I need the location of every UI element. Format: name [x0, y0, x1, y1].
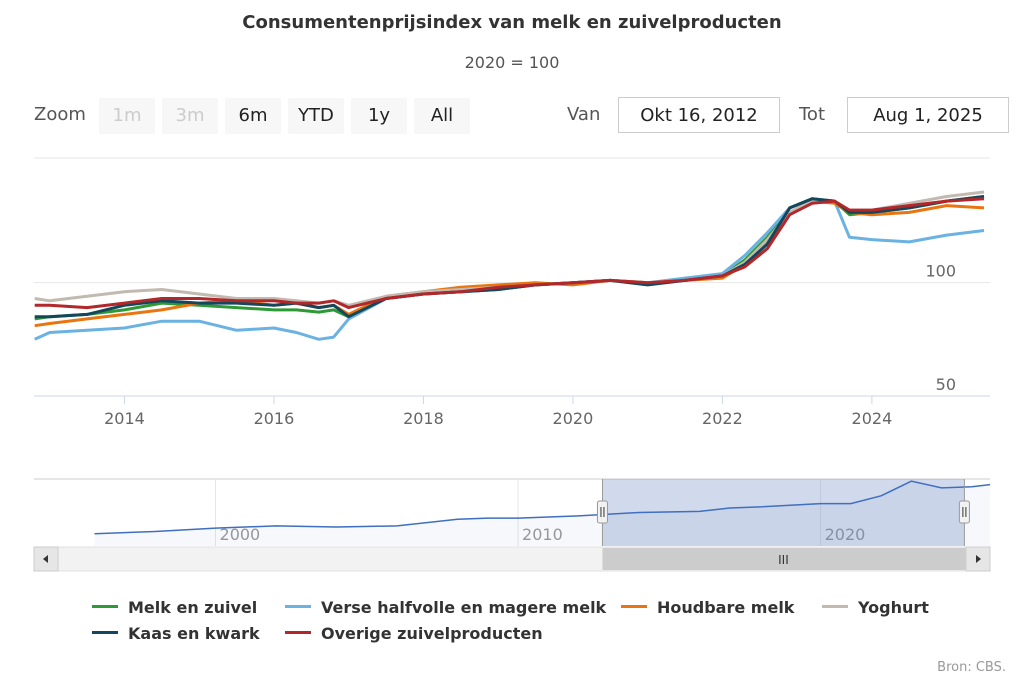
zoom-3m-button[interactable]: 3m: [162, 98, 218, 134]
legend-item-melk-en-zuivel[interactable]: Melk en zuivel: [92, 597, 257, 619]
navigator-right-handle[interactable]: [958, 500, 970, 524]
range-from-input[interactable]: Okt 16, 2012: [618, 97, 780, 133]
legend-item-verse-halfvolle-melk[interactable]: Verse halfvolle en magere melk: [285, 597, 606, 619]
legend-label: Overige zuivelproducten: [321, 624, 543, 643]
legend-item-houdbare-melk[interactable]: Houdbare melk: [621, 597, 794, 619]
zoom-label: Zoom: [34, 104, 86, 125]
scrollbar-thumb[interactable]: [602, 548, 966, 570]
zoom-6m-button[interactable]: 6m: [225, 98, 281, 134]
zoom-1y-button[interactable]: 1y: [351, 98, 407, 134]
range-to-label: Tot: [799, 104, 826, 125]
navigator-series-line: [94, 480, 991, 535]
legend-swatch: [92, 631, 118, 634]
legend-swatch: [285, 631, 311, 634]
legend-item-yoghurt[interactable]: Yoghurt: [822, 597, 929, 619]
main-plot-area: 50 100 2014 2016 2018 2020 2022 2024: [34, 157, 990, 428]
range-to-input[interactable]: Aug 1, 2025: [847, 97, 1009, 133]
zoom-all-button[interactable]: All: [414, 98, 470, 134]
series-line-overige-zuivelproducten[interactable]: [34, 197, 985, 310]
series-line-verse-halfvolle-en-magere-melk[interactable]: [34, 197, 985, 341]
range-from-label: Van: [567, 104, 601, 125]
legend-label: Melk en zuivel: [128, 598, 258, 617]
x-tick-label: 2024: [852, 409, 893, 428]
chart-title: Consumentenprijsindex van melk en zuivel…: [242, 12, 782, 33]
navigator[interactable]: 2000 2010 2020 III: [33, 478, 991, 572]
legend-item-kaas-en-kwark[interactable]: Kaas en kwark: [92, 623, 260, 645]
legend-swatch: [822, 605, 848, 608]
x-tick-label: 2014: [104, 409, 145, 428]
navigator-tick-label: 2010: [522, 525, 563, 544]
arrow-left-icon: [43, 555, 48, 563]
navigator-series-area: [94, 481, 990, 546]
y-tick-label: 100: [925, 262, 956, 281]
zoom-1m-button[interactable]: 1m: [99, 98, 155, 134]
x-tick-label: 2018: [403, 409, 444, 428]
legend-swatch: [621, 605, 647, 608]
legend-label: Yoghurt: [858, 598, 929, 617]
x-tick-label: 2020: [553, 409, 594, 428]
chart-subtitle: 2020 = 100: [464, 53, 560, 72]
x-tick-label: 2016: [254, 409, 295, 428]
x-tick-label: 2022: [702, 409, 743, 428]
y-tick-label: 50: [936, 375, 956, 394]
legend-label: Kaas en kwark: [128, 624, 260, 643]
navigator-tick-label: 2000: [220, 525, 261, 544]
credits: Bron: CBS.: [937, 660, 1006, 675]
scrollbar-grip: III: [778, 553, 789, 567]
legend-label: Verse halfvolle en magere melk: [321, 598, 607, 617]
legend-label: Houdbare melk: [657, 598, 795, 617]
navigator-left-handle[interactable]: [596, 500, 608, 524]
legend-swatch: [285, 605, 311, 608]
legend-item-overige-zuivelproducten[interactable]: Overige zuivelproducten: [285, 623, 543, 645]
legend-swatch: [92, 605, 118, 608]
navigator-tick-label: 2020: [825, 525, 866, 544]
navigator-background: [34, 479, 990, 546]
arrow-right-icon: [976, 555, 981, 563]
zoom-ytd-button[interactable]: YTD: [288, 98, 344, 134]
